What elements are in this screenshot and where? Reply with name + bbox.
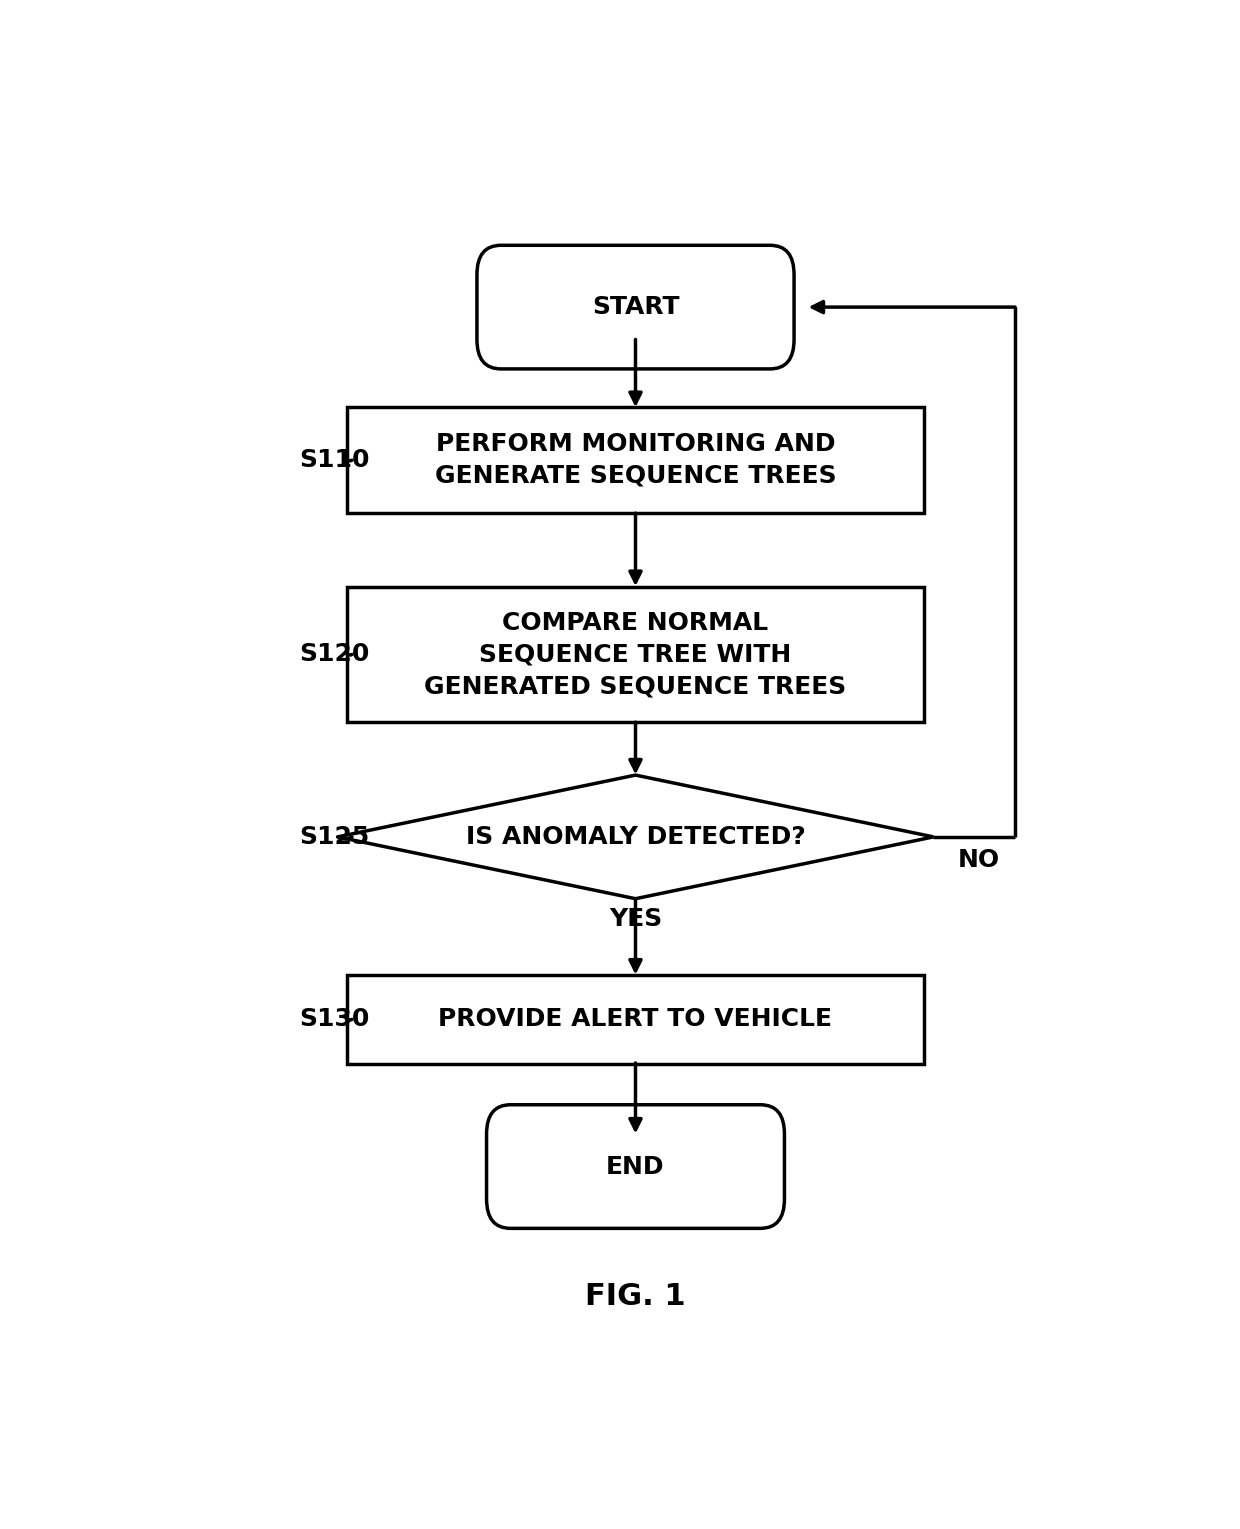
Text: PROVIDE ALERT TO VEHICLE: PROVIDE ALERT TO VEHICLE [439, 1008, 832, 1032]
Text: END: END [606, 1154, 665, 1179]
Bar [347, 976, 924, 1064]
Bar [347, 407, 924, 514]
Text: IS ANOMALY DETECTED?: IS ANOMALY DETECTED? [466, 826, 805, 849]
FancyBboxPatch shape [477, 245, 794, 368]
Text: START: START [591, 295, 680, 320]
Text: PERFORM MONITORING AND
GENERATE SEQUENCE TREES: PERFORM MONITORING AND GENERATE SEQUENCE… [435, 433, 836, 488]
Text: YES: YES [609, 907, 662, 931]
Text: S120: S120 [299, 642, 370, 667]
Text: S110: S110 [299, 448, 370, 472]
Text: FIG. 1: FIG. 1 [585, 1281, 686, 1310]
Text: S130: S130 [299, 1008, 370, 1032]
Text: S125: S125 [299, 826, 370, 849]
Polygon shape [337, 775, 934, 899]
Bar [347, 587, 924, 722]
Text: COMPARE NORMAL
SEQUENCE TREE WITH
GENERATED SEQUENCE TREES: COMPARE NORMAL SEQUENCE TREE WITH GENERA… [424, 610, 847, 699]
FancyBboxPatch shape [486, 1105, 785, 1228]
Text: NO: NO [957, 849, 999, 873]
